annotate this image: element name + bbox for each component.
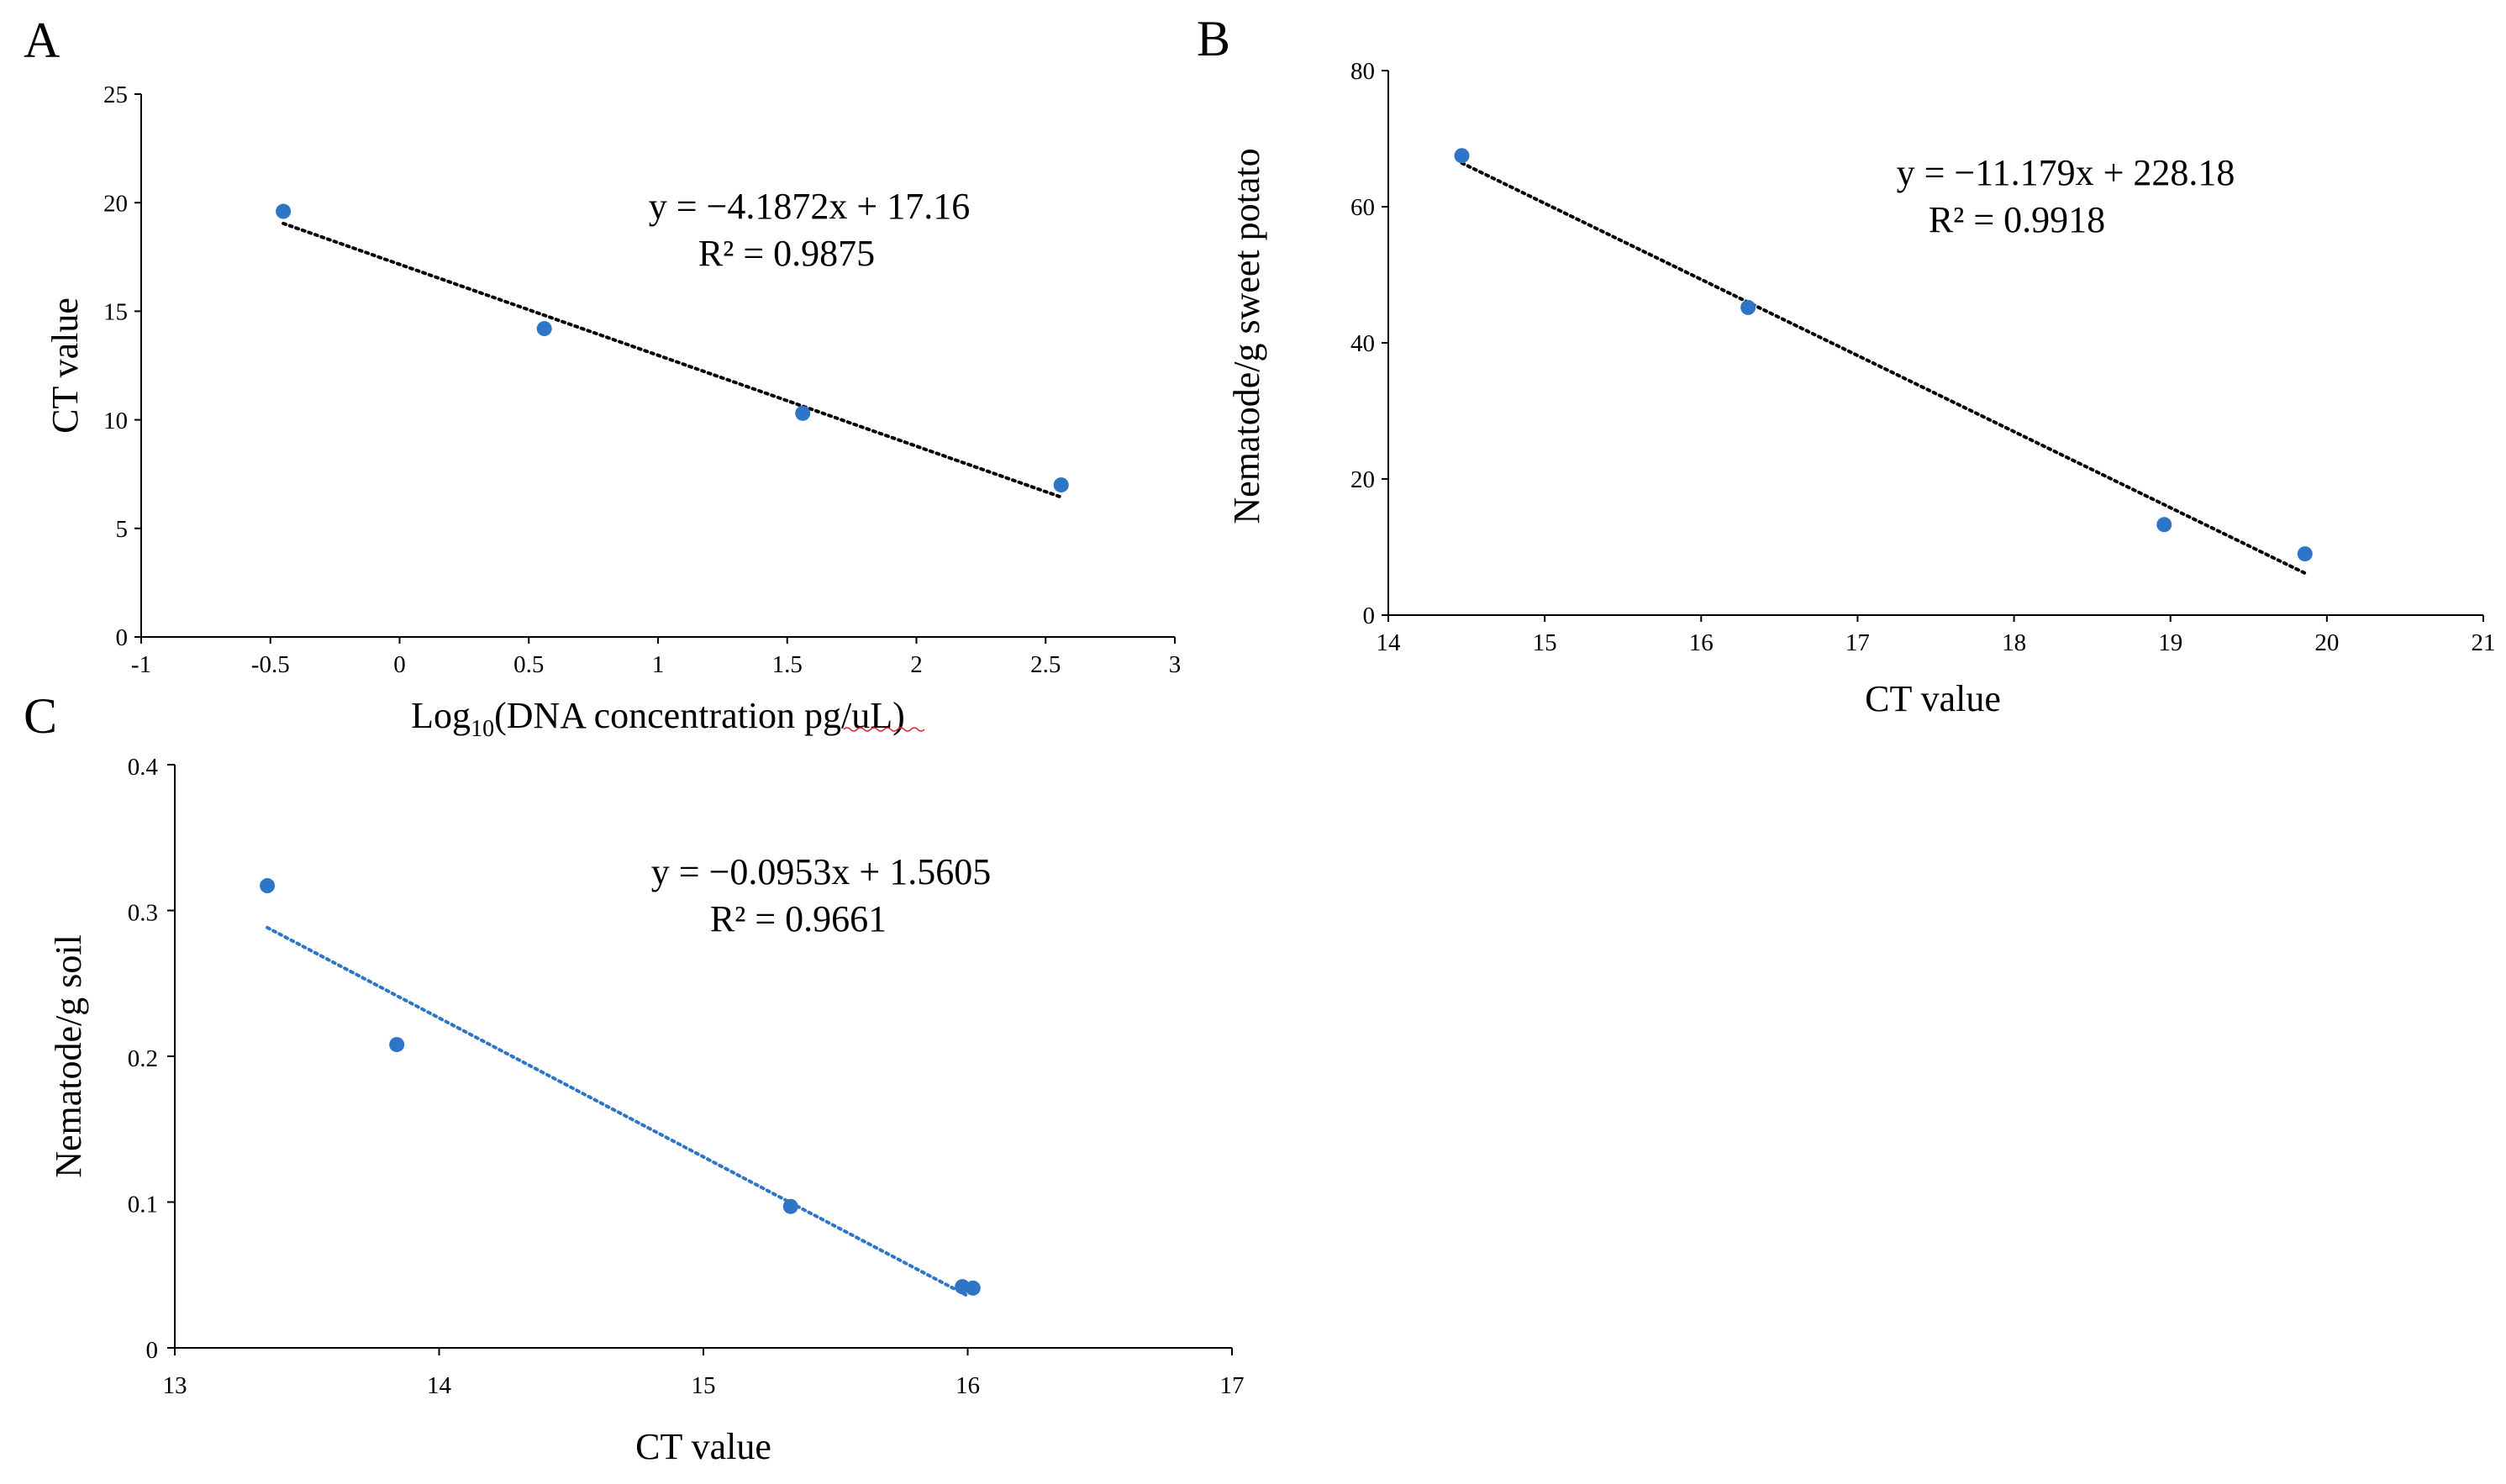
panel-a: A -1 -0.5 0 0.5 1 1.5 2 2.5 3 0 5 10 15 20 25 y = −4.1… — [24, 13, 1181, 742]
panel-a-trendline-group — [282, 221, 1063, 499]
panel-b-x-tick-label: 18 — [2002, 629, 2026, 656]
panel-c-y-tick-label: 0.1 — [128, 1191, 158, 1218]
panel-c-r-squared: R² = 0.9661 — [710, 898, 887, 939]
panel-a-y-tick-label: 20 — [103, 190, 128, 217]
panel-b-label: B — [1197, 11, 1230, 66]
panel-c-ticks: 13 14 15 16 17 0 0.1 0.2 0.3 0.4 — [128, 754, 1245, 1399]
panel-a-data-point — [276, 203, 292, 219]
panel-b-y-tick-label: 80 — [1350, 58, 1375, 85]
panel-b-y-tick-label: 40 — [1350, 330, 1375, 357]
panel-b-equation: y = −11.179x + 228.18 — [1897, 152, 2235, 193]
panel-a-spellcheck-underline — [843, 727, 925, 732]
panel-c-x-tick-label: 17 — [1220, 1372, 1245, 1399]
panel-b-r-squared: R² = 0.9918 — [1929, 199, 2105, 240]
panel-c-trendline-group — [266, 925, 970, 1298]
panel-a-y-tick-label: 0 — [116, 624, 129, 651]
panel-b-x-tick-label: 19 — [2158, 629, 2182, 656]
panel-a-x-tick-label: 0.5 — [513, 651, 544, 678]
panel-a-x-tick-label: -0.5 — [251, 651, 290, 678]
panel-b-data-point — [1454, 148, 1470, 164]
panel-c-x-tick-label: 15 — [692, 1372, 716, 1399]
panel-a-x-axis-title: Log10(DNA concentration pg/uL) — [411, 695, 905, 742]
panel-a-y-axis-title: CT value — [45, 297, 86, 434]
panel-a-y-tick-label: 5 — [116, 516, 129, 543]
panel-c: C 13 14 15 16 17 0 0.1 0.2 0.3 0.4 y = −0.0953x +… — [24, 688, 1245, 1467]
panel-c-equation: y = −0.0953x + 1.5605 — [651, 851, 991, 892]
panel-b-x-tick-label: 20 — [2314, 629, 2339, 656]
panel-b-ticks: 14 15 16 17 18 19 20 21 0 20 40 60 80 — [1350, 58, 2496, 656]
panel-b-x-tick-label: 21 — [2472, 629, 2496, 656]
panel-b-x-tick-label: 15 — [1533, 629, 1557, 656]
panel-c-label: C — [24, 688, 57, 744]
panel-a-y-tick-label: 15 — [103, 299, 128, 326]
panel-c-x-tick-label: 16 — [956, 1372, 980, 1399]
panel-b-trendline-group — [1460, 161, 2307, 576]
panel-a-y-tick-label: 10 — [103, 408, 128, 434]
panel-c-y-tick-label: 0 — [146, 1337, 159, 1364]
panel-a-x-title-rest: (DNA concentration pg/uL) — [494, 695, 905, 736]
panel-a-x-tick-label: 2 — [910, 651, 923, 678]
panel-c-y-axis-title: Nematode/g soil — [48, 934, 89, 1178]
panel-a-data-point — [536, 321, 552, 337]
panel-c-data-point — [260, 878, 276, 894]
panel-b-y-tick-label: 60 — [1350, 194, 1375, 221]
panel-a-ticks: -1 -0.5 0 0.5 1 1.5 2 2.5 3 0 5 10 15 20 25 — [103, 82, 1181, 678]
panel-c-data-point — [965, 1280, 981, 1296]
panel-b-x-tick-label: 14 — [1377, 629, 1402, 656]
panel-c-x-tick-label: 14 — [427, 1372, 452, 1399]
panel-b-data-point — [2156, 517, 2172, 533]
panel-b-x-tick-label: 17 — [1845, 629, 1870, 656]
panel-a-trendline — [282, 221, 1063, 499]
panel-a-x-tick-label: 0 — [393, 651, 406, 678]
panel-a-x-title-log: Log — [411, 695, 471, 736]
panel-a-x-tick-label: 2.5 — [1030, 651, 1061, 678]
panel-c-data-point — [782, 1198, 798, 1214]
panel-a-x-tick-label: 3 — [1169, 651, 1182, 678]
panel-b: B 14 15 16 17 18 19 20 21 0 20 40 60 80 y = −11.179x… — [1197, 11, 2496, 719]
panel-c-y-tick-label: 0.4 — [128, 754, 159, 781]
panel-c-points — [260, 878, 981, 1296]
panel-b-trendline — [1460, 161, 2307, 576]
panel-b-data-point — [2297, 546, 2313, 562]
panel-c-x-tick-label: 13 — [163, 1372, 187, 1399]
panel-a-points — [276, 203, 1069, 493]
panel-b-x-tick-label: 16 — [1689, 629, 1714, 656]
panel-c-trendline — [266, 925, 970, 1298]
panel-b-x-axis-title: CT value — [1865, 678, 2001, 719]
panel-a-y-tick-label: 25 — [103, 82, 128, 108]
panel-a-data-point — [1053, 477, 1069, 493]
panel-c-x-axis-title: CT value — [635, 1426, 771, 1467]
panel-a-label: A — [24, 13, 60, 68]
panel-a-x-title-subscript: 10 — [471, 716, 494, 742]
panel-a-x-tick-label: 1.5 — [772, 651, 803, 678]
panel-b-data-point — [1740, 299, 1756, 315]
panel-c-y-tick-label: 0.3 — [128, 899, 158, 926]
panel-c-data-point — [389, 1037, 405, 1053]
panel-b-points — [1454, 148, 2313, 562]
panel-a-data-point — [795, 405, 811, 421]
panel-a-r-squared: R² = 0.9875 — [698, 233, 875, 274]
panel-b-y-axis-title: Nematode/g sweet potato — [1226, 148, 1267, 524]
panel-b-y-tick-label: 0 — [1363, 603, 1376, 629]
panel-c-y-tick-label: 0.2 — [128, 1045, 158, 1072]
panel-b-y-tick-label: 20 — [1350, 466, 1375, 493]
panel-a-x-tick-label: -1 — [131, 651, 151, 678]
panel-a-x-tick-label: 1 — [652, 651, 665, 678]
panel-a-equation: y = −4.1872x + 17.16 — [649, 186, 970, 227]
